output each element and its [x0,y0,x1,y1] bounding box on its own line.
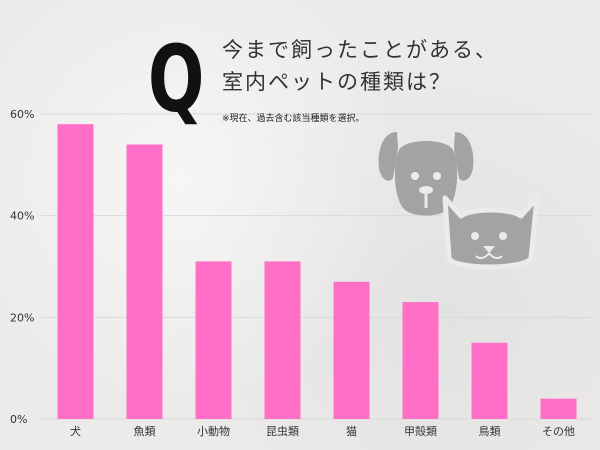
bar-小動物 [195,261,232,419]
x-tick-label: 魚類 [134,425,156,438]
y-tick-label: 20% [10,311,34,324]
chart-title-line-2: 室内ペットの種類は？ [222,70,452,94]
bar-その他 [540,398,577,419]
x-tick-label: その他 [542,425,575,438]
bar-甲殻類 [402,302,439,419]
q-letter: Q [148,26,205,133]
bars [57,124,577,420]
chart-title-line-1: 今まで飼ったことがある、 [222,38,498,62]
x-tick-label: 甲殻類 [404,424,437,438]
bar-鳥類 [471,342,508,419]
x-tick-label: 小動物 [197,424,230,438]
y-axis-ticks: 0% 20% 40% 60% [10,108,34,426]
x-axis-labels: 犬 魚類 小動物 昆虫類 猫 甲殻類 鳥類 その他 [70,424,575,438]
x-tick-label: 昆虫類 [266,425,299,438]
x-tick-label: 猫 [346,425,357,438]
y-tick-label: 0% [10,413,27,426]
pet-icons [378,132,540,270]
selection-note: ※現在、過去含む該当種類を選択。 [222,114,365,124]
x-tick-label: 犬 [70,424,81,438]
y-tick-label: 60% [10,108,34,121]
y-tick-label: 40% [10,210,34,223]
bar-昆虫類 [264,261,301,419]
cat-icon [442,195,540,270]
bar-犬 [57,124,94,420]
dog-icon [378,132,474,216]
x-tick-label: 鳥類 [479,424,501,438]
bar-猫 [333,281,370,419]
bar-魚類 [126,144,163,419]
